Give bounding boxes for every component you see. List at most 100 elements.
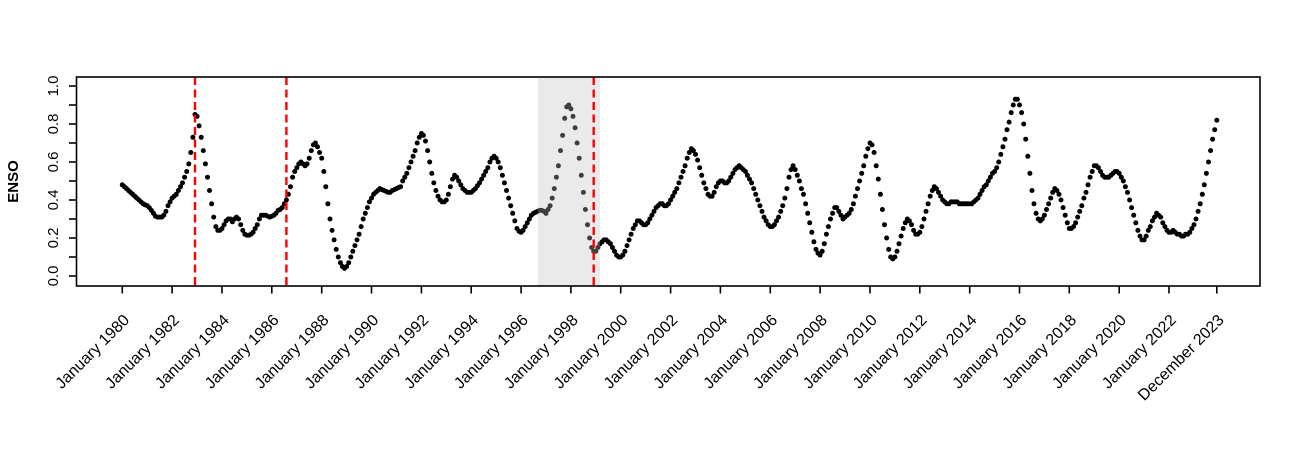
data-point [366, 199, 372, 205]
data-point [219, 226, 225, 231]
y-tick-label: 0.8 [45, 114, 62, 135]
data-point [751, 186, 757, 192]
data-point [315, 144, 320, 150]
data-point [477, 180, 482, 186]
data-point [549, 195, 555, 201]
data-point [408, 159, 414, 165]
data-point [628, 231, 634, 237]
data-point [1019, 110, 1025, 116]
data-point [420, 132, 426, 138]
data-point [927, 193, 933, 199]
data-point [894, 248, 900, 254]
data-points-layer [119, 96, 1220, 271]
data-point [1147, 224, 1153, 230]
data-point [425, 148, 431, 154]
data-point [352, 243, 358, 249]
data-point [898, 233, 904, 239]
data-point [165, 203, 171, 209]
data-point [649, 212, 655, 218]
data-point [198, 134, 204, 140]
data-point [506, 195, 512, 201]
data-point [1006, 119, 1012, 125]
y-tick-label: 0.4 [45, 190, 62, 211]
data-point [431, 180, 437, 186]
data-point [479, 176, 485, 182]
data-point [1206, 159, 1211, 165]
data-point [578, 172, 584, 178]
data-point [1029, 188, 1035, 193]
data-point [445, 191, 451, 197]
data-point [279, 205, 285, 211]
data-point [325, 201, 331, 207]
data-point [1017, 102, 1022, 108]
y-axis-title: ENSO [5, 160, 22, 203]
data-point [207, 188, 212, 193]
data-point [595, 245, 601, 250]
data-point [755, 197, 761, 203]
data-point [1073, 220, 1079, 226]
data-point [699, 172, 705, 178]
data-point [410, 153, 416, 159]
data-point [730, 170, 736, 176]
data-point [1125, 189, 1130, 195]
data-point [902, 220, 908, 226]
data-point [333, 246, 339, 252]
data-point [848, 207, 854, 212]
data-point [1077, 208, 1083, 214]
data-point [582, 207, 588, 212]
data-point [495, 159, 501, 165]
data-point [647, 216, 653, 222]
data-point [998, 151, 1004, 157]
data-point [1062, 212, 1068, 218]
data-point [859, 170, 865, 176]
data-point [911, 227, 917, 233]
data-point [312, 140, 318, 146]
data-point [838, 212, 844, 218]
data-point [925, 201, 931, 207]
data-point [1008, 110, 1014, 116]
data-point [624, 243, 630, 249]
data-point [1027, 170, 1033, 176]
data-point [790, 163, 796, 169]
data-point [400, 178, 406, 184]
data-point [983, 182, 989, 188]
data-point [398, 184, 404, 190]
data-point [501, 180, 507, 186]
data-point [821, 241, 827, 247]
data-point [1098, 169, 1103, 174]
y-axis: 0.0 0.2 0.4 0.6 0.8 1.0 [45, 76, 77, 286]
data-point [865, 146, 871, 152]
data-point [906, 218, 912, 224]
data-point [558, 148, 563, 154]
data-point [985, 178, 991, 184]
data-point [855, 186, 860, 192]
data-point [167, 199, 173, 205]
data-point [1162, 224, 1168, 230]
data-point [456, 178, 462, 184]
data-point [1143, 233, 1149, 239]
data-point [747, 176, 752, 182]
data-point [1210, 136, 1216, 142]
data-point [566, 102, 572, 108]
data-point [798, 186, 804, 192]
data-point [429, 170, 435, 176]
data-point [846, 210, 852, 216]
data-point [447, 184, 453, 190]
data-point [938, 193, 944, 199]
data-point [923, 208, 929, 214]
data-point [572, 125, 578, 131]
data-point [744, 172, 750, 178]
highlight-shaded-region [537, 77, 600, 286]
data-point [1133, 220, 1139, 226]
data-point [921, 216, 927, 222]
data-point [1048, 195, 1054, 201]
data-point [184, 169, 190, 174]
data-point [356, 231, 362, 237]
data-point [651, 208, 657, 214]
data-point [360, 216, 366, 222]
data-point [713, 184, 719, 190]
data-point [776, 214, 782, 220]
data-point [1152, 214, 1157, 220]
data-point [1010, 102, 1016, 108]
